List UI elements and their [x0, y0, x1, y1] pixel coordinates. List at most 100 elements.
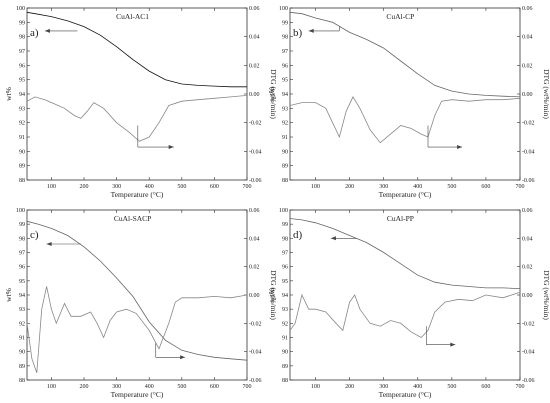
x-tick-label: 100 — [47, 384, 56, 390]
y-tick-label: 100 — [279, 6, 288, 12]
y-tick-label: 91 — [282, 135, 288, 141]
y-tick-label: 99 — [19, 222, 25, 228]
y-axis-title: wt% — [4, 288, 13, 302]
y-tick-label: 88 — [19, 178, 25, 184]
x-tick-label: 300 — [379, 384, 388, 390]
y-tick-label: 100 — [16, 208, 25, 214]
panel-letter: b) — [293, 27, 303, 39]
y-right-tick-label: -0.04 — [522, 149, 535, 155]
x-tick-label: 200 — [80, 384, 89, 390]
x-tick-label: 700 — [243, 184, 252, 190]
y-tick-label: 93 — [19, 307, 25, 313]
x-tick-label: 500 — [447, 384, 456, 390]
x-tick-label: 200 — [345, 384, 354, 390]
y-tick-label: 90 — [19, 149, 25, 155]
x-tick-label: 500 — [447, 184, 456, 190]
y-tick-label: 97 — [19, 251, 25, 257]
y-tick-label: 89 — [282, 364, 288, 370]
y-tick-label: 89 — [19, 364, 25, 370]
y-tick-label: 90 — [19, 350, 25, 356]
y-right-tick-label: 0.04 — [522, 35, 533, 41]
y-right-tick-label: 0.04 — [249, 236, 260, 242]
y-right-tick-label: 0.06 — [249, 208, 260, 214]
y-tick-label: 93 — [19, 106, 25, 112]
y-tick-label: 93 — [282, 106, 288, 112]
y-right-tick-label: 0.00 — [249, 92, 260, 98]
y-right-tick-label: 0.06 — [522, 6, 533, 12]
plot-frame — [26, 7, 248, 181]
y-tick-label: 91 — [19, 336, 25, 342]
panel-title: CuAl-AC1 — [116, 12, 149, 21]
y-tick-label: 96 — [282, 265, 288, 271]
y-right-tick-label: 0.04 — [249, 35, 260, 41]
x-tick-label: 700 — [516, 384, 525, 390]
y-right-tick-label: 0.00 — [249, 293, 260, 299]
panel-title: CuAl-CP — [386, 12, 414, 21]
y-right-tick-label: 0.02 — [522, 265, 533, 271]
arrow-right-icon — [168, 145, 174, 149]
y-right-tick-label: -0.06 — [522, 178, 535, 184]
x-axis-title: Temperature (°C) — [111, 390, 164, 399]
x-tick-label: 100 — [311, 384, 320, 390]
y-tick-label: 95 — [19, 78, 25, 84]
x-axis-title: Temperature (°C) — [379, 390, 432, 399]
panel-title: CuAl-SACP — [114, 214, 152, 223]
x-tick-label: 100 — [47, 184, 56, 190]
y-tick-label: 97 — [282, 251, 288, 257]
x-tick-label: 500 — [177, 384, 186, 390]
y-tick-label: 89 — [282, 164, 288, 170]
y-right-tick-label: 0.02 — [249, 265, 260, 271]
y-tick-label: 96 — [282, 63, 288, 69]
x-tick-label: 300 — [379, 184, 388, 190]
y-tick-label: 91 — [282, 336, 288, 342]
x-axis-title: Temperature (°C) — [111, 190, 164, 199]
plot-frame — [289, 7, 521, 181]
tg-series-line — [26, 11, 247, 88]
y-tick-label: 93 — [282, 307, 288, 313]
y-axis-title: wt% — [267, 87, 276, 101]
tg-series-line — [289, 218, 521, 289]
dtg-series-line — [289, 291, 521, 339]
y-tick-label: 96 — [19, 63, 25, 69]
arrow-left-icon — [44, 28, 50, 33]
x-tick-label: 400 — [145, 184, 154, 190]
y-right-axis-title: DTG (wt%/min) — [269, 270, 278, 320]
y-right-axis-title: DTG (wt%/min) — [269, 69, 278, 119]
y-axis-title: wt% — [267, 288, 276, 302]
panel-title: CuAl-PP — [387, 214, 414, 223]
y-tick-label: 98 — [282, 35, 288, 41]
y-tick-label: 96 — [19, 265, 25, 271]
y-right-tick-label: -0.02 — [249, 321, 262, 327]
y-tick-label: 98 — [19, 35, 25, 41]
tg-series-line — [26, 220, 248, 361]
y-tick-label: 98 — [19, 236, 25, 242]
x-tick-label: 400 — [413, 184, 422, 190]
chart-panel-1: 100 200 300 400 500 600 700 88 89 90 91 92 93 94 95 96 9… — [267, 6, 550, 199]
y-right-tick-label: -0.02 — [522, 121, 535, 127]
y-tick-label: 100 — [279, 208, 288, 214]
x-tick-label: 700 — [243, 384, 252, 390]
x-tick-label: 600 — [210, 384, 219, 390]
chart-panel-3: 100 200 300 400 500 600 700 88 89 90 91 92 93 94 95 96 9… — [267, 208, 550, 399]
x-tick-label: 200 — [345, 184, 354, 190]
y-right-tick-label: 0.02 — [249, 63, 260, 69]
y-tick-label: 95 — [282, 78, 288, 84]
y-axis-title: wt% — [4, 87, 13, 101]
arrow-left-icon — [308, 28, 314, 33]
y-tick-label: 95 — [282, 279, 288, 285]
tg-series-line — [289, 11, 521, 98]
y-right-tick-label: 0.06 — [522, 208, 533, 214]
y-tick-label: 94 — [19, 293, 25, 299]
plot-frame — [26, 209, 248, 381]
y-tick-label: 98 — [282, 236, 288, 242]
y-right-tick-label: 0.00 — [522, 92, 533, 98]
y-right-tick-label: -0.04 — [522, 350, 535, 356]
y-tick-label: 90 — [282, 350, 288, 356]
y-right-tick-label: -0.04 — [249, 350, 262, 356]
y-right-tick-label: -0.06 — [249, 378, 262, 384]
y-tick-label: 88 — [282, 178, 288, 184]
y-right-axis-title: DTG (wt%/min) — [542, 270, 550, 320]
panel-letter: c) — [30, 229, 39, 241]
y-right-tick-label: -0.06 — [249, 178, 262, 184]
y-tick-label: 99 — [282, 222, 288, 228]
